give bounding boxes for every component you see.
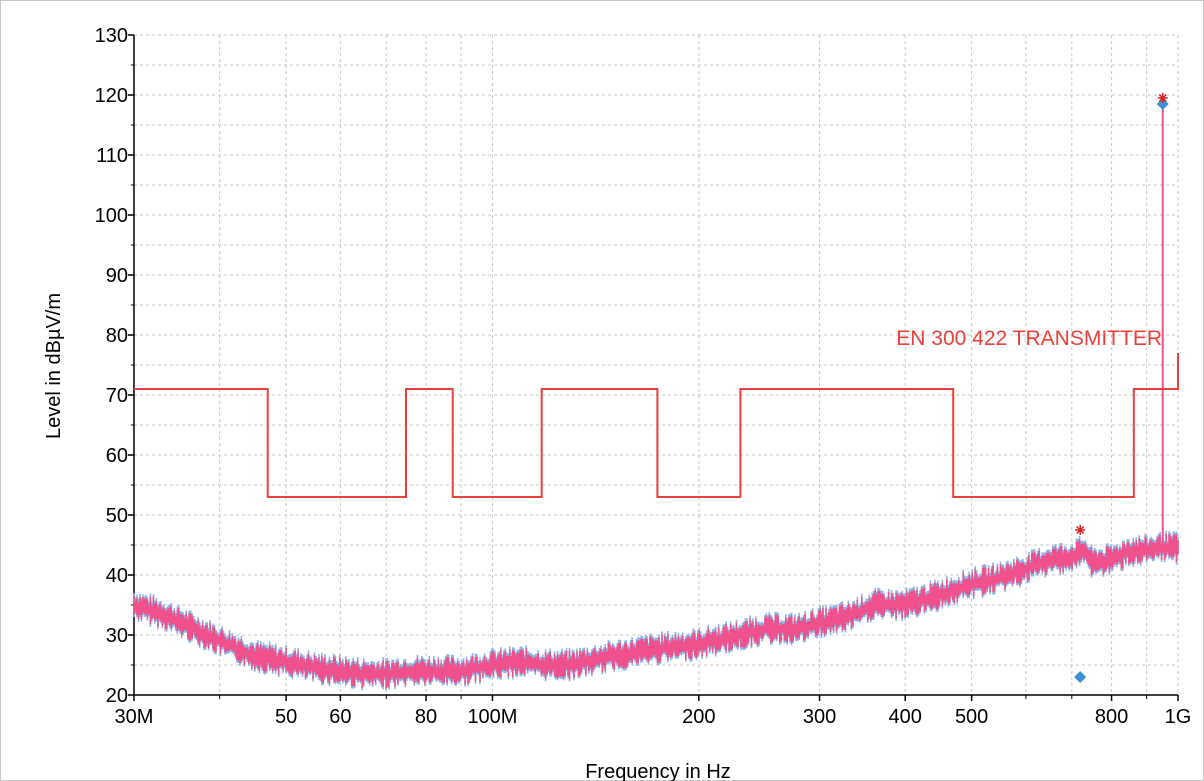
- y-tick-label: 20: [106, 685, 128, 707]
- measurement-trace: [133, 101, 1179, 691]
- y-tick-label: 70: [106, 385, 128, 407]
- diamond-marker: [1074, 671, 1087, 683]
- x-tick-label: 60: [329, 706, 351, 728]
- trace-primary: [133, 533, 1179, 689]
- y-tick-label: 60: [106, 445, 128, 467]
- x-tick-label: 50: [275, 706, 297, 728]
- limit-line-label: EN 300 422 TRANSMITTER: [896, 327, 1162, 350]
- x-tick-label: 500: [955, 706, 988, 728]
- x-tick-label: 1G: [1165, 706, 1192, 728]
- y-tick-label: 50: [106, 505, 128, 527]
- x-axis-label: Frequency in Hz: [585, 761, 731, 781]
- y-axis-label: Level in dBµV/m: [43, 293, 65, 439]
- star-marker: [1157, 93, 1168, 103]
- x-tick-label: 30M: [115, 706, 154, 728]
- y-tick-label: 110: [96, 145, 128, 167]
- y-tick-label: 40: [106, 565, 128, 587]
- x-tick-label: 200: [682, 706, 715, 728]
- limit-line-path: [134, 353, 1179, 498]
- limit-line: [134, 353, 1179, 498]
- y-tick-label: 30: [106, 625, 128, 647]
- x-tick-label: 400: [889, 706, 922, 728]
- y-tick-label: 130: [95, 25, 128, 47]
- x-tick-label: 800: [1095, 706, 1128, 728]
- y-tick-label: 120: [95, 85, 128, 107]
- x-tick-label: 80: [415, 706, 437, 728]
- markers: [1074, 93, 1169, 683]
- y-tick-label: 80: [106, 325, 128, 347]
- star-marker: [1075, 525, 1086, 535]
- x-tick-label: 300: [803, 706, 836, 728]
- grid: [133, 34, 1179, 696]
- y-tick-label: 90: [106, 265, 128, 287]
- x-tick-label: 100M: [467, 706, 517, 728]
- axes: 20 30 40 50 60 70 80 90 100 110 120 130 30M 50 60 80 100…: [95, 25, 1192, 728]
- y-tick-label: 100: [95, 205, 128, 227]
